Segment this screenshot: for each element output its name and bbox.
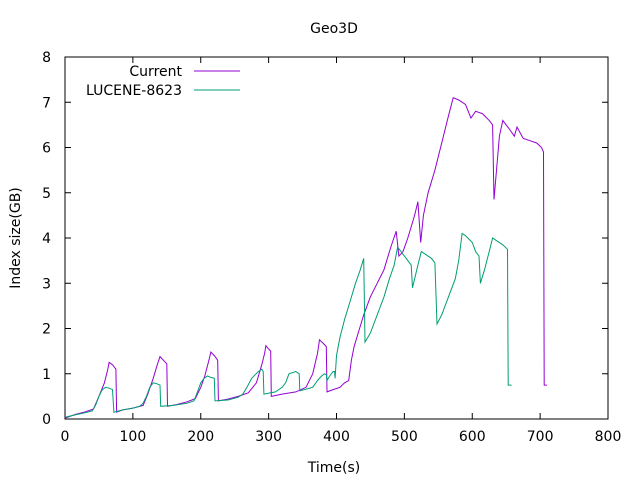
chart-title: Geo3D — [310, 21, 358, 37]
x-tick-label: 600 — [459, 429, 486, 445]
x-tick-label: 800 — [595, 429, 622, 445]
x-axis-title: Time(s) — [307, 460, 360, 476]
plot-frame — [64, 56, 609, 420]
x-tick-label: 700 — [527, 429, 554, 445]
y-tick-label: 7 — [42, 95, 51, 111]
y-tick-label: 0 — [42, 412, 51, 428]
x-tick-label: 100 — [120, 429, 147, 445]
y-tick-label: 4 — [42, 231, 51, 247]
y-axis: 0 1 2 3 4 5 6 7 8 — [42, 50, 608, 428]
plot-border — [64, 56, 609, 420]
x-tick-label: 400 — [323, 429, 350, 445]
series-line-1 — [64, 97, 547, 419]
series-layer — [64, 97, 547, 419]
x-tick-label: 200 — [187, 429, 214, 445]
y-tick-label: 6 — [42, 141, 51, 157]
y-tick-label: 8 — [42, 50, 51, 66]
y-tick-label: 5 — [42, 186, 51, 202]
y-tick-label: 3 — [42, 276, 51, 292]
y-axis-title: Index size(GB) — [8, 187, 24, 289]
legend-label-1: Current — [129, 64, 182, 80]
x-tick-label: 0 — [61, 429, 70, 445]
x-tick-label: 300 — [255, 429, 282, 445]
legend-label-2: LUCENE-8623 — [86, 83, 182, 99]
y-tick-label: 1 — [42, 367, 51, 383]
x-tick-label: 500 — [391, 429, 418, 445]
x-axis: 0 100 200 300 400 500 600 700 800 — [61, 57, 622, 445]
legend: Current LUCENE-8623 — [86, 64, 240, 99]
series-line-2 — [64, 232, 512, 418]
y-tick-label: 2 — [42, 322, 51, 338]
